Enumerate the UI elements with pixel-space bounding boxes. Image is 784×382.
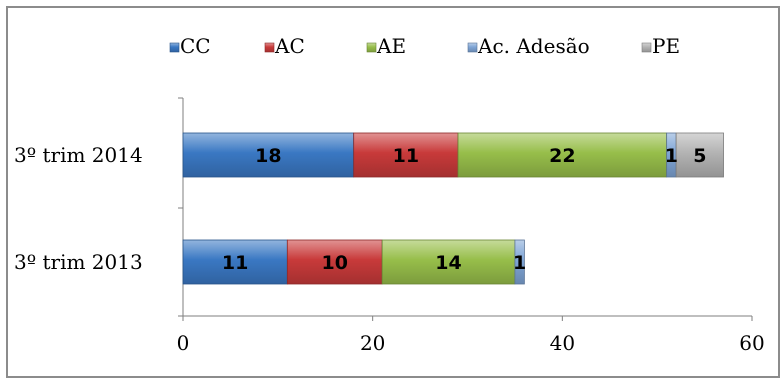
bar-segment-ae xyxy=(381,239,516,285)
data-label-ac: 11 xyxy=(393,145,419,167)
legend-swatch-cc xyxy=(169,42,180,53)
bars xyxy=(182,132,724,285)
legend-swatch-pe xyxy=(641,42,652,53)
legend-swatch-ac-ades-o xyxy=(467,42,478,53)
bar-segment-ac xyxy=(286,239,383,285)
legend-label-cc: CC xyxy=(180,34,211,58)
data-label-ac: 10 xyxy=(322,252,348,274)
bar-segment-pe xyxy=(675,132,724,178)
legend-item-ac: AC xyxy=(264,34,305,58)
data-label-ae: 22 xyxy=(549,145,575,167)
bar-segment-cc xyxy=(182,239,288,285)
category-label: 3º trim 2014 xyxy=(14,143,143,167)
legend-label-ac: AC xyxy=(274,34,305,58)
data-label-ae: 14 xyxy=(435,252,461,274)
legend-swatch-ac xyxy=(264,42,275,53)
data-label-ac-ades-o: 1 xyxy=(665,145,678,167)
legend-label-pe: PE xyxy=(652,34,680,58)
data-labels: 18 11 22 1 511 10 14 1 xyxy=(222,145,707,274)
category-label: 3º trim 2013 xyxy=(14,250,143,274)
x-tick-label: 20 xyxy=(360,331,385,355)
x-tick-label: 40 xyxy=(550,331,575,355)
legend-label-ac-ades-o: Ac. Adesão xyxy=(477,34,590,58)
data-label-pe: 5 xyxy=(693,145,706,167)
data-label-ac-ades-o: 1 xyxy=(513,252,526,274)
legend-item-pe: PE xyxy=(641,34,680,58)
x-tick-label: 60 xyxy=(739,331,764,355)
data-label-cc: 18 xyxy=(255,145,281,167)
legend-swatch-ae xyxy=(366,42,377,53)
legend: CC AC AE Ac. Adesão PE xyxy=(169,34,680,58)
x-tick-label: 0 xyxy=(177,331,190,355)
legend-item-cc: CC xyxy=(169,34,211,58)
legend-label-ae: AE xyxy=(376,34,406,58)
legend-item-ae: AE xyxy=(366,34,406,58)
bar-segment-ac-ades-o xyxy=(514,239,525,285)
data-label-cc: 11 xyxy=(222,252,248,274)
legend-item-ac-ades-o: Ac. Adesão xyxy=(467,34,590,58)
bar-segment-ae xyxy=(457,132,668,178)
